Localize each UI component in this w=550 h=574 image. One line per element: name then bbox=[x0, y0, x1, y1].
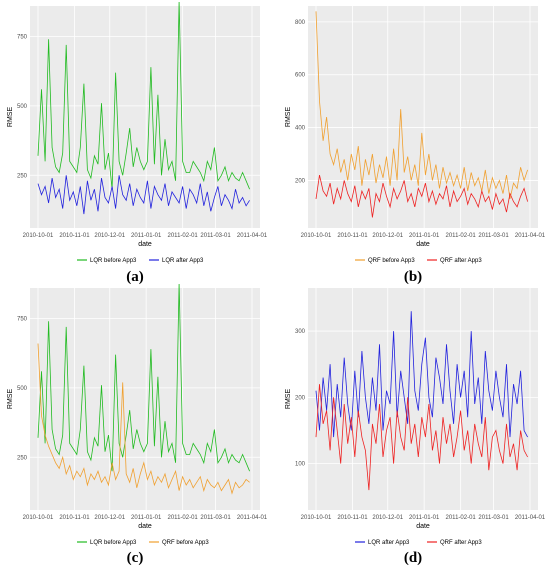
x-tick-label: 2010-12-01 bbox=[372, 233, 403, 239]
chart-d: 2010-10-01 2010-11-01 2010-12-01 2011-01-01… bbox=[285, 288, 546, 546]
x-tick-label: 2011-04-01 bbox=[515, 515, 546, 521]
legend-label-1: LQR before App3 bbox=[90, 540, 137, 546]
chart-b: 2010-10-01 2010-11-01 2010-12-01 2011-01-01… bbox=[285, 6, 546, 264]
series-line-1 bbox=[315, 311, 528, 438]
legend-label-1: LQR after App3 bbox=[368, 540, 410, 546]
y-tick-label: 800 bbox=[295, 20, 306, 26]
panel-d: 2010-10-01 2010-11-01 2010-12-01 2011-01-01… bbox=[280, 284, 546, 574]
y-tick-label: 750 bbox=[17, 317, 28, 323]
y-axis-label: RMSE bbox=[7, 389, 14, 410]
x-tick-label: 2010-10-01 bbox=[301, 233, 332, 239]
x-tick-label: 2011-02-01 bbox=[168, 233, 199, 239]
x-tick-label: 2011-01-01 bbox=[131, 233, 162, 239]
x-axis-label: date bbox=[138, 523, 152, 530]
chart-a: 2010-10-01 2010-11-01 2010-12-01 2011-01-01… bbox=[7, 2, 268, 264]
series-line-1 bbox=[315, 11, 528, 199]
panel-b: 2010-10-01 2010-11-01 2010-12-01 2011-01-01… bbox=[280, 2, 546, 294]
x-tick-label: 2010-11-01 bbox=[337, 515, 368, 521]
x-tick-label: 2010-10-01 bbox=[23, 515, 54, 521]
series-line-2 bbox=[37, 343, 250, 495]
caption-a: (a) bbox=[126, 269, 144, 285]
legend-label-2: LQR after App3 bbox=[162, 258, 204, 264]
x-tick-label: 2010-11-01 bbox=[59, 233, 90, 239]
series-line-2 bbox=[315, 384, 528, 491]
x-tick-label: 2011-02-01 bbox=[168, 515, 199, 521]
x-tick-label: 2010-12-01 bbox=[372, 515, 403, 521]
plot-background bbox=[308, 6, 538, 228]
legend-label-2: QRF after App3 bbox=[440, 258, 482, 264]
y-tick-label: 400 bbox=[295, 126, 306, 132]
x-tick-label: 2011-01-01 bbox=[409, 515, 440, 521]
x-tick-label: 2010-11-01 bbox=[59, 515, 90, 521]
y-tick-label: 600 bbox=[295, 73, 306, 79]
x-tick-label: 2011-02-01 bbox=[446, 233, 477, 239]
x-axis-label: date bbox=[138, 241, 152, 248]
panel-c: 2010-10-01 2010-11-01 2010-12-01 2011-01-01… bbox=[2, 284, 268, 574]
caption-d: (d) bbox=[403, 550, 423, 566]
legend-label-2: QRF after App3 bbox=[440, 540, 482, 546]
y-tick-label: 250 bbox=[17, 455, 28, 461]
y-tick-label: 200 bbox=[295, 395, 306, 401]
x-tick-label: 2011-01-01 bbox=[131, 515, 162, 521]
plot-background bbox=[30, 288, 260, 510]
y-tick-label: 200 bbox=[295, 178, 306, 184]
x-tick-label: 2010-11-01 bbox=[337, 233, 368, 239]
x-axis-label: date bbox=[416, 241, 430, 248]
x-tick-label: 2010-10-01 bbox=[23, 233, 54, 239]
legend-label-1: LQR before App3 bbox=[90, 258, 137, 264]
x-tick-label: 2011-04-01 bbox=[237, 515, 268, 521]
chart-c: 2010-10-01 2010-11-01 2010-12-01 2011-01-01… bbox=[7, 284, 268, 546]
x-tick-label: 2011-03-01 bbox=[478, 233, 509, 239]
legend-label-1: QRF before App3 bbox=[368, 258, 415, 264]
x-tick-label: 2011-03-01 bbox=[200, 515, 231, 521]
x-tick-label: 2011-04-01 bbox=[237, 233, 268, 239]
plot-background bbox=[308, 288, 538, 510]
series-line-1 bbox=[37, 2, 250, 190]
y-axis-label: RMSE bbox=[285, 389, 292, 410]
x-tick-label: 2011-03-01 bbox=[478, 515, 509, 521]
x-axis-label: date bbox=[416, 523, 430, 530]
x-tick-label: 2011-04-01 bbox=[515, 233, 546, 239]
y-axis-label: RMSE bbox=[285, 107, 292, 128]
series-line-1 bbox=[37, 284, 250, 472]
y-tick-label: 300 bbox=[295, 329, 306, 335]
y-tick-label: 500 bbox=[17, 104, 28, 110]
panel-a: 2010-10-01 2010-11-01 2010-12-01 2011-01-01… bbox=[2, 2, 268, 294]
x-tick-label: 2010-12-01 bbox=[94, 515, 125, 521]
y-tick-label: 250 bbox=[17, 173, 28, 179]
caption-b: (b) bbox=[403, 269, 423, 285]
x-tick-label: 2010-12-01 bbox=[94, 233, 125, 239]
x-tick-label: 2011-01-01 bbox=[409, 233, 440, 239]
y-tick-label: 500 bbox=[17, 386, 28, 392]
caption-c: (c) bbox=[126, 550, 144, 566]
x-tick-label: 2010-10-01 bbox=[301, 515, 332, 521]
y-axis-label: RMSE bbox=[7, 107, 14, 128]
series-line-2 bbox=[315, 175, 528, 218]
series-line-2 bbox=[37, 175, 250, 215]
y-tick-label: 750 bbox=[17, 35, 28, 41]
legend-label-2: QRF before App3 bbox=[162, 540, 209, 546]
x-tick-label: 2011-03-01 bbox=[200, 233, 231, 239]
y-tick-label: 100 bbox=[295, 462, 306, 468]
x-tick-label: 2011-02-01 bbox=[446, 515, 477, 521]
